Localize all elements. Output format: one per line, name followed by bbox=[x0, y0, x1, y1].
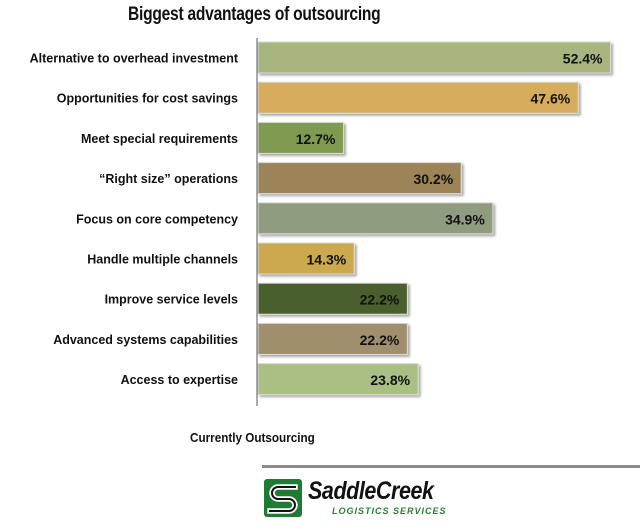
value-label-2: 47.6% bbox=[531, 91, 571, 107]
category-label-3: Meet special requirements bbox=[81, 132, 238, 146]
bar-5 bbox=[257, 202, 494, 235]
category-label-7: Improve service levels bbox=[105, 293, 238, 307]
category-label-1: Alternative to overhead investment bbox=[30, 52, 239, 66]
logo-wordmark: SaddleCreek bbox=[308, 477, 434, 505]
bar-3 bbox=[257, 121, 344, 154]
logo-s-mark-icon bbox=[264, 479, 302, 517]
bar-2 bbox=[257, 81, 579, 114]
value-label-4: 30.2% bbox=[413, 171, 453, 187]
value-label-9: 23.8% bbox=[370, 372, 410, 388]
saddle-creek-logo: SaddleCreek LOGISTICS SERVICES bbox=[262, 475, 462, 523]
logo-tagline: LOGISTICS SERVICES bbox=[332, 506, 447, 516]
bar-4 bbox=[257, 162, 462, 195]
bar-9 bbox=[257, 363, 419, 396]
bar-1 bbox=[257, 41, 612, 74]
category-label-6: Handle multiple channels bbox=[87, 253, 238, 267]
x-axis-label: Currently Outsourcing bbox=[190, 430, 315, 445]
value-label-7: 22.2% bbox=[360, 292, 400, 308]
bars-group: Alternative to overhead investment 52.4% O… bbox=[30, 41, 612, 396]
value-label-5: 34.9% bbox=[445, 211, 485, 227]
value-label-6: 14.3% bbox=[306, 252, 346, 268]
category-label-2: Opportunities for cost savings bbox=[57, 92, 238, 106]
bar-7 bbox=[257, 282, 408, 315]
value-label-3: 12.7% bbox=[296, 131, 336, 147]
chart-title: Biggest advantages of outsourcing bbox=[128, 4, 381, 25]
category-label-9: Access to expertise bbox=[121, 373, 238, 387]
value-label-1: 52.4% bbox=[563, 51, 603, 67]
category-label-5: Focus on core competency bbox=[76, 212, 238, 226]
value-label-8: 22.2% bbox=[360, 332, 400, 348]
bar-8 bbox=[257, 322, 408, 355]
bar-chart: Alternative to overhead investment 52.4% O… bbox=[30, 38, 612, 406]
category-label-4: “Right size” operations bbox=[99, 172, 238, 186]
category-label-8: Advanced systems capabilities bbox=[53, 333, 238, 347]
bar-6 bbox=[257, 242, 355, 275]
footer-divider bbox=[262, 465, 640, 468]
